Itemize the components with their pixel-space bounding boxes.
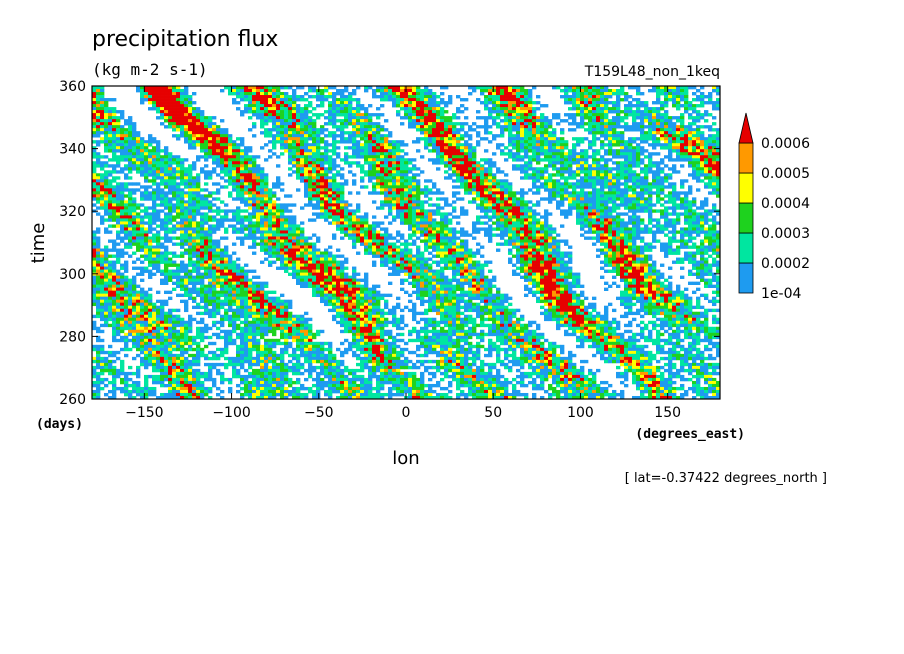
y-tick-label: 260 xyxy=(59,392,86,408)
colorbar-label: 1e-04 xyxy=(761,286,801,302)
y-tick-label: 360 xyxy=(59,79,86,95)
x-tick-label: −50 xyxy=(304,405,334,421)
x-axis-label: lon xyxy=(392,448,419,469)
colorbar-label: 0.0006 xyxy=(761,136,810,152)
colorbar-segment xyxy=(738,262,754,294)
y-tick-label: 280 xyxy=(59,329,86,345)
x-units-label: (degrees_east) xyxy=(635,427,745,442)
y-units-label: (days) xyxy=(36,417,83,432)
x-axis: −150 −100 −50 0 50 100 150 xyxy=(125,86,681,421)
chart-units: (kg m-2 s-1) xyxy=(92,60,208,79)
x-tick-label: 50 xyxy=(484,405,502,421)
colorbar-label: 0.0003 xyxy=(761,226,810,242)
precip-field xyxy=(92,86,720,399)
colorbar-segment xyxy=(738,202,754,234)
y-tick-label: 340 xyxy=(59,142,86,158)
colorbar-extend-max xyxy=(738,112,754,144)
chart-title: precipitation flux xyxy=(92,27,278,52)
y-axis: 260 280 300 320 340 360 xyxy=(59,79,720,408)
x-tick-label: 0 xyxy=(402,405,411,421)
run-id-label: T159L48_non_1keq xyxy=(584,64,720,80)
x-tick-label: 150 xyxy=(654,405,681,421)
colorbar-segment xyxy=(738,172,754,204)
y-tick-label: 320 xyxy=(59,204,86,220)
x-tick-label: 100 xyxy=(567,405,594,421)
colorbar-segment xyxy=(738,232,754,264)
colorbar-label: 0.0005 xyxy=(761,166,810,182)
x-tick-label: −150 xyxy=(125,405,163,421)
latitude-annotation: [ lat=-0.37422 degrees_north ] xyxy=(625,471,827,486)
colorbar-label: 0.0002 xyxy=(761,256,810,272)
colorbar-segment xyxy=(738,142,754,174)
y-tick-label: 300 xyxy=(59,267,86,283)
x-tick-label: −100 xyxy=(212,405,250,421)
y-axis-label: time xyxy=(28,223,49,264)
colorbar-label: 0.0004 xyxy=(761,196,810,212)
colorbar: 1e-04 0.0002 0.0003 0.0004 0.0005 0.0006 xyxy=(738,112,810,302)
